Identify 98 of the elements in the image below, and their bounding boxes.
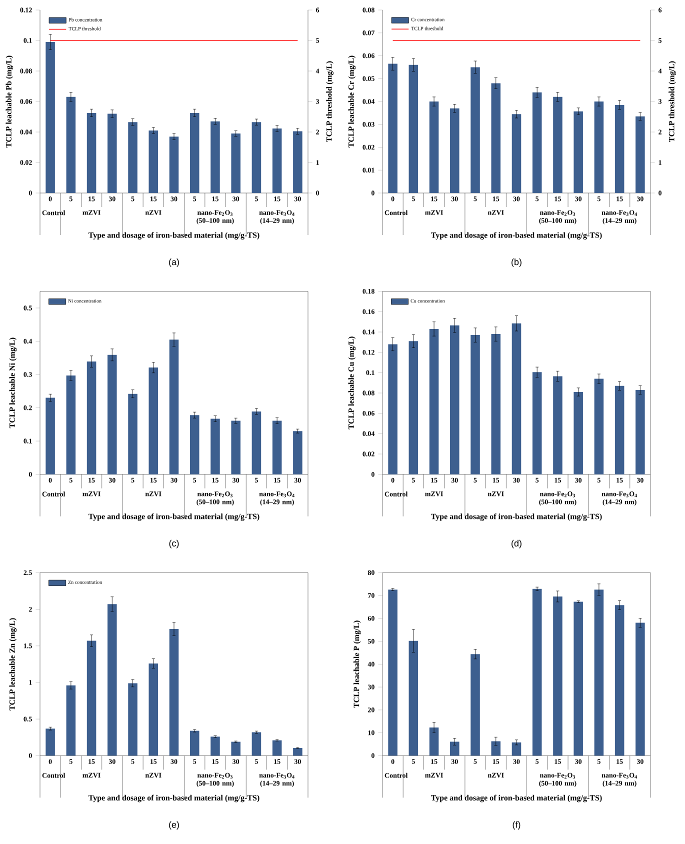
bar <box>66 376 76 474</box>
bar <box>512 114 522 194</box>
y2-axis-title: TCLP threshold (mg/L) <box>668 61 676 142</box>
bar <box>293 131 302 194</box>
bar <box>594 590 604 756</box>
bar <box>532 92 542 194</box>
bar <box>128 122 138 194</box>
bar <box>512 742 522 756</box>
bar <box>148 130 158 194</box>
bar <box>46 398 55 474</box>
bar <box>190 415 200 474</box>
bar <box>491 741 501 756</box>
bar <box>66 685 76 756</box>
bar <box>46 728 55 756</box>
bar <box>614 386 624 474</box>
bar <box>614 104 624 194</box>
bar <box>614 605 624 756</box>
bar <box>574 602 583 756</box>
bar <box>594 378 604 474</box>
bar <box>252 732 262 756</box>
bar <box>128 683 138 756</box>
y-axis-title: TCLP leachable Cr (mg/L) <box>348 56 356 148</box>
bar <box>190 112 200 194</box>
bar <box>491 83 501 194</box>
bar <box>450 108 460 194</box>
bar <box>231 420 240 474</box>
y-axis-title: TCLP leachable Pb (mg/L) <box>6 56 14 148</box>
y2-axis-title: TCLP threshold (mg/L) <box>326 61 334 142</box>
bar <box>429 728 439 756</box>
bar <box>636 622 645 756</box>
bar <box>429 328 439 474</box>
y-axis-title: TCLP leachable Cu (mg/L) <box>348 336 356 430</box>
bar <box>108 604 117 756</box>
bar <box>553 376 562 474</box>
bar <box>532 588 542 756</box>
bar <box>272 420 282 474</box>
x-axis-title: Type and dosage of iron-based material (mg/g-TS) <box>88 232 260 240</box>
bar <box>252 122 262 194</box>
bar <box>388 64 398 194</box>
x-axis-title: Type and dosage of iron-based material (mg/g-TS) <box>430 513 602 521</box>
bar <box>46 42 55 194</box>
bar <box>388 590 398 756</box>
bar <box>66 96 76 194</box>
bar <box>148 368 158 474</box>
bar <box>450 742 460 756</box>
bar <box>429 102 439 194</box>
bar <box>636 116 645 194</box>
bar <box>512 323 522 474</box>
bar <box>470 654 480 756</box>
x-axis-title: Type and dosage of iron-based material (mg/g-TS) <box>430 794 602 802</box>
bar <box>128 394 138 474</box>
bar <box>272 128 282 194</box>
bar <box>293 748 302 756</box>
y-axis-title: TCLP leachable Zn (mg/L) <box>9 618 17 710</box>
bar <box>108 354 117 474</box>
bar <box>470 67 480 194</box>
bar <box>252 411 262 474</box>
x-axis-title: Type and dosage of iron-based material (mg/g-TS) <box>88 794 260 802</box>
bar <box>231 134 240 194</box>
bar <box>86 640 96 756</box>
text: (e) <box>169 821 179 830</box>
bar <box>574 392 583 474</box>
bar <box>169 629 179 756</box>
text: (c) <box>169 540 179 548</box>
bar <box>408 341 418 474</box>
bar <box>553 96 562 194</box>
bar <box>594 102 604 194</box>
text: (b) <box>512 258 522 267</box>
text: (f) <box>512 821 520 830</box>
bar <box>169 136 179 194</box>
bar <box>470 335 480 474</box>
bar <box>272 740 282 756</box>
y-axis-title: TCLP leachable P (mg/L) <box>354 620 361 708</box>
bar <box>169 340 179 474</box>
bar <box>408 640 418 756</box>
bar <box>86 112 96 194</box>
bar <box>148 663 158 756</box>
x-axis-title: Type and dosage of iron-based material (mg/g-TS) <box>430 232 602 240</box>
bar <box>532 372 542 474</box>
bar <box>408 64 418 194</box>
bar <box>293 431 302 474</box>
y-axis-title: TCLP leachable Ni (mg/L) <box>9 338 17 428</box>
x-axis-title: Type and dosage of iron-based material (mg/g-TS) <box>88 513 260 521</box>
bar <box>491 334 501 474</box>
bar <box>574 111 583 194</box>
bar <box>210 121 220 194</box>
bar <box>86 362 96 474</box>
bar <box>636 390 645 474</box>
bar <box>190 730 200 756</box>
bar <box>210 736 220 756</box>
bar <box>388 344 398 474</box>
bar <box>210 418 220 474</box>
text: (d) <box>512 540 522 548</box>
bar <box>108 114 117 194</box>
text: (a) <box>169 258 179 267</box>
bar <box>231 742 240 756</box>
bar <box>450 325 460 474</box>
bar <box>553 596 562 756</box>
